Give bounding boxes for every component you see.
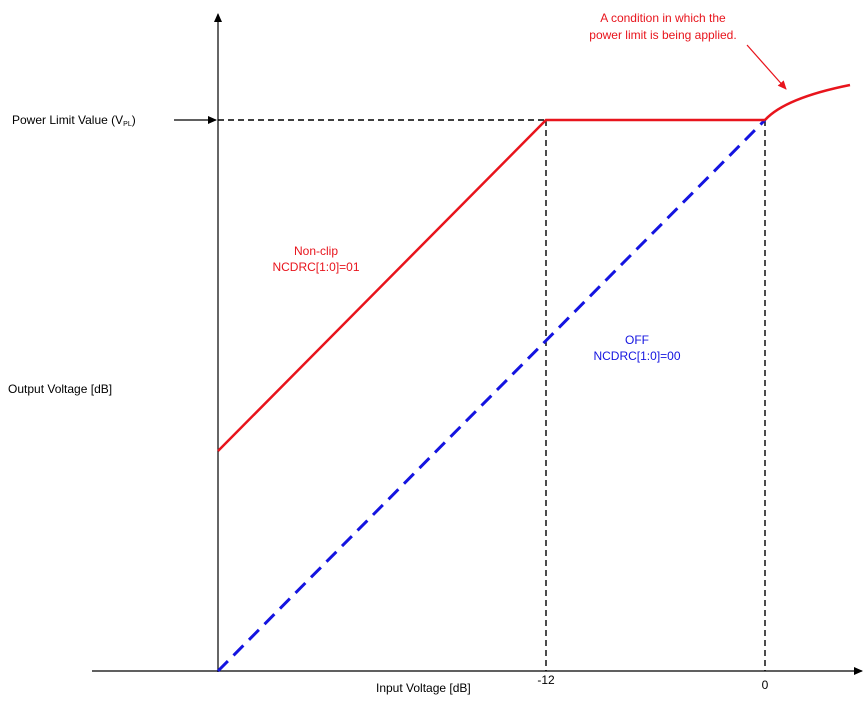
power-limit-applied-curve — [764, 83, 851, 121]
y-axis-label: Output Voltage [dB] — [8, 382, 112, 396]
power-limit-label: Power Limit Value (VPL) — [12, 113, 136, 128]
off-label-line2: NCDRC[1:0]=00 — [593, 349, 680, 363]
x-tick-minus12: -12 — [537, 673, 555, 687]
nonclip-label-line2: NCDRC[1:0]=01 — [272, 260, 359, 274]
annotation-line2: power limit is being applied. — [589, 28, 736, 42]
off-curve — [216, 118, 767, 673]
nonclip-curve — [217, 118, 765, 452]
x-axis-label: Input Voltage [dB] — [376, 681, 471, 695]
nonclip-label-line1: Non-clip — [294, 244, 338, 258]
off-label-line1: OFF — [625, 333, 649, 347]
annotation-line1: A condition in which the — [600, 11, 726, 25]
x-tick-zero: 0 — [762, 678, 769, 692]
annotation-arrow — [746, 44, 787, 90]
